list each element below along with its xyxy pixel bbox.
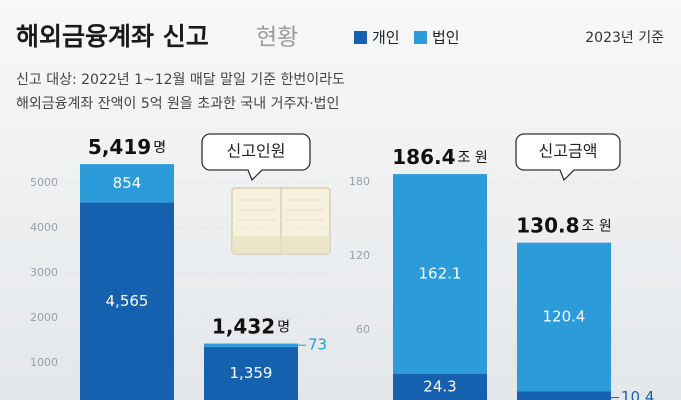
passbook-illustration: [231, 187, 331, 255]
y-tick-label: 5000: [30, 176, 58, 189]
total-value: 186.4: [392, 145, 455, 169]
total-unit: 명: [153, 140, 166, 156]
value-label: 24.3: [423, 378, 456, 396]
chart-title: 신고인원: [227, 142, 286, 161]
basis: 2023년 기준: [585, 30, 664, 46]
title-suffix: 현황: [256, 25, 298, 51]
total-label: 1,432 명: [212, 314, 290, 338]
total-value: 5,419: [88, 135, 151, 159]
value-label: 854: [113, 174, 142, 192]
total-value: 130.8: [516, 213, 579, 237]
y-tick-label: 60: [356, 323, 370, 336]
note-line: 해외금융계좌 잔액이 5억 원을 초과한 국내 거주자·법인: [16, 96, 339, 112]
bar-segment: [204, 343, 298, 347]
callout: [201, 133, 311, 182]
value-label: 162.1: [419, 265, 462, 283]
chart-title: 신고금액: [539, 142, 598, 161]
bar-segment: [393, 174, 487, 375]
note-line: 신고 대상: 2022년 1~12월 매달 말일 기준 한번이라도: [16, 72, 345, 88]
legend-label: 법인: [432, 29, 460, 47]
bar-segment: [517, 242, 611, 392]
y-tick-label: 180: [349, 175, 370, 188]
total-unit: 명: [277, 320, 290, 336]
y-tick-label: 4000: [30, 221, 58, 234]
y-tick-label: 1000: [30, 356, 58, 369]
total-unit: 조 원: [458, 150, 488, 166]
legend-swatch: [354, 31, 367, 44]
y-tick-label: 3000: [30, 266, 58, 279]
bar-segment: [80, 164, 174, 203]
total-unit: 조 원: [582, 219, 612, 235]
bar-segment: [204, 346, 298, 400]
callout: [515, 133, 621, 182]
bar-segment: [517, 391, 611, 400]
total-label: 130.8 조 원: [516, 213, 611, 237]
value-label: 73: [308, 336, 327, 354]
total-value: 1,432: [212, 314, 275, 338]
y-tick-label: 120: [349, 249, 370, 262]
total-label: 186.4 조 원: [392, 145, 487, 169]
value-label: 1,359: [230, 364, 273, 382]
bar-segment: [80, 202, 174, 400]
y-tick-label: 2000: [30, 311, 58, 324]
total-label: 5,419 명: [88, 135, 166, 159]
value-label: 4,565: [106, 292, 149, 310]
legend-label: 개인: [372, 29, 400, 47]
title: 해외금융계좌 신고: [16, 22, 209, 51]
value-label: 120.4: [543, 307, 586, 325]
legend-swatch: [414, 31, 427, 44]
bar-segment: [393, 374, 487, 400]
value-label: 10.4: [621, 388, 654, 400]
